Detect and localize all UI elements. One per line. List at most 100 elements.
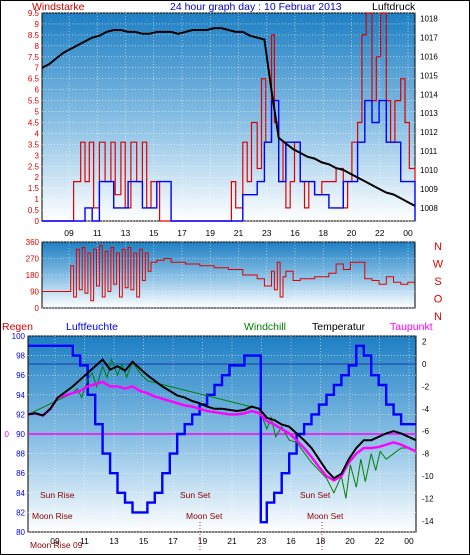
- x-tick-label: 22: [375, 536, 385, 546]
- temperature-tick-label: 2: [422, 338, 427, 347]
- humidity-tick-label: 82: [16, 508, 25, 517]
- wind-tick-label: 1.5: [28, 184, 40, 193]
- compass-label: S: [434, 276, 441, 288]
- sun-set-label: Sun Set: [180, 490, 211, 500]
- x-tick-label: 11: [80, 536, 89, 546]
- x-tick-label: 23: [262, 228, 272, 238]
- wind-tick-label: 3.5: [28, 140, 40, 149]
- wind-tick-label: 7.5: [28, 53, 40, 62]
- humidity-tick-label: 100: [12, 332, 26, 341]
- x-tick-label: 13: [109, 536, 119, 546]
- pressure-tick-label: 1010: [420, 166, 438, 175]
- wind-tick-label: 6: [35, 86, 40, 95]
- pressure-line: [41, 27, 416, 207]
- x-tick-label: 17: [177, 228, 187, 238]
- temperature-tick-label: -10: [422, 472, 434, 481]
- wind-tick-label: 7: [35, 64, 40, 73]
- compass-label: W: [433, 259, 444, 271]
- x-tick-label: 16: [286, 536, 296, 546]
- reference-line-label: 0: [5, 430, 10, 439]
- pressure-tick-label: 1014: [420, 90, 438, 99]
- wind-tick-label: 4.5: [28, 118, 40, 127]
- humidity-tick-label: 92: [16, 410, 25, 419]
- direction-tick-label: 360: [26, 238, 40, 247]
- pressure-tick-label: 1011: [420, 147, 438, 156]
- humidity-axis: 80 82 84 86 88 90 92 94 96 98 100: [12, 332, 26, 537]
- humidity-tick-label: 80: [16, 528, 25, 537]
- temperature-tick-label: -12: [422, 494, 434, 503]
- humidity-tick-label: 88: [16, 450, 25, 459]
- humidity-tick-label: 84: [16, 489, 25, 498]
- humidity-tick-label: 96: [16, 371, 25, 380]
- wind-tick-label: 6.5: [28, 75, 40, 84]
- wind-tick-label: 4: [35, 129, 40, 138]
- wind-tick-label: 2: [35, 173, 40, 182]
- pressure-tick-label: 1017: [420, 34, 438, 43]
- x-tick-label: 18: [316, 536, 326, 546]
- temperature-tick-label: -6: [422, 427, 430, 436]
- direction-tick-label: 180: [26, 271, 40, 280]
- x-tick-label: 15: [149, 228, 159, 238]
- pressure-tick-label: 1018: [420, 15, 438, 24]
- x-tick-label: 17: [168, 536, 178, 546]
- moon-rise-label-bottom: Moon Rise 09: [30, 540, 83, 550]
- humidity-temp-series: 0: [5, 344, 417, 524]
- legend-item: Windchill: [244, 321, 286, 333]
- wind-tick-label: 3: [35, 151, 40, 160]
- temperature-tick-label: 0: [422, 360, 427, 369]
- time-axis-bottom: 09 11 13 15 17 19 21 23 16 18 20 22 00: [50, 536, 414, 546]
- wind-tick-label: 5.5: [28, 97, 40, 106]
- direction-tick-label: 270: [26, 255, 40, 264]
- wind-direction-grid: [42, 241, 415, 309]
- sun-rise-label: Sun Rise: [40, 490, 75, 500]
- time-axis-top: 09 11 13 15 17 19 21 23 16 18 20 22 00: [64, 228, 413, 238]
- dewpoint-line: [27, 380, 417, 482]
- sun-moon-annotations: Sun Rise Sun Set Sun Set Moon Rise Moon Set M…: [30, 490, 344, 550]
- wind-tick-label: 0.5: [28, 206, 40, 215]
- wind-direction-line: [42, 245, 415, 302]
- temperature-axis: 2 0 -2 -4 -6 -8 -10 -12 -14: [422, 338, 434, 526]
- temperature-tick-label: -14: [422, 517, 434, 526]
- wind-tick-label: 2.5: [28, 162, 40, 171]
- sun-set-label-2: Sun Set: [300, 490, 331, 500]
- x-tick-label: 00: [404, 536, 414, 546]
- humidity-tick-label: 86: [16, 469, 25, 478]
- moon-set-label: Moon Set: [186, 511, 223, 521]
- wind-tick-label: 8.5: [28, 31, 40, 40]
- pressure-tick-label: 1015: [420, 71, 438, 80]
- pressure-axis-title: Luftdruck: [372, 1, 416, 13]
- moon-set-label-2: Moon Set: [307, 511, 344, 521]
- wind-tick-label: 9.5: [28, 9, 40, 18]
- x-tick-label: 19: [206, 228, 216, 238]
- humidity-tick-label: 98: [16, 352, 25, 361]
- wind-direction-axis: 0 90 180 270 360: [26, 238, 40, 313]
- x-tick-label: 09: [50, 536, 60, 546]
- wind-tick-label: 8: [35, 42, 40, 51]
- direction-tick-label: 0: [35, 304, 40, 313]
- wind-speed-axis: 0 0.5 1 1.5 2 2.5 3 3.5 4 4.55 5.5 6 6.5 7 7.5 8 8.5 9 9.5: [28, 9, 40, 226]
- wind-tick-label: 1: [35, 195, 40, 204]
- x-tick-label: 09: [64, 228, 74, 238]
- pressure-tick-label: 1012: [420, 128, 438, 137]
- compass-label: N: [434, 241, 442, 253]
- x-tick-label: 20: [345, 536, 355, 546]
- pressure-tick-label: 1009: [420, 185, 438, 194]
- x-tick-label: 15: [139, 536, 149, 546]
- humidity-line: [28, 344, 416, 524]
- legend-item: Luftfeuchte: [66, 321, 118, 333]
- x-tick-label: 11: [93, 228, 102, 238]
- legend: Regen Luftfeuchte Windchill Temperatur Taupu…: [2, 321, 433, 333]
- pressure-tick-label: 1016: [420, 52, 438, 61]
- x-tick-label: 20: [347, 228, 357, 238]
- x-tick-label: 19: [198, 536, 208, 546]
- compass-label: O: [434, 294, 443, 306]
- humidity-tick-label: 94: [16, 391, 25, 400]
- wind-axis-title: Windstarke: [32, 1, 85, 13]
- x-tick-label: 16: [290, 228, 300, 238]
- compass-label: N: [434, 311, 442, 323]
- x-tick-label: 21: [227, 536, 237, 546]
- legend-item: Temperatur: [312, 321, 366, 333]
- windchill-line: [27, 357, 417, 499]
- wind-pressure-plot-area: [41, 12, 416, 222]
